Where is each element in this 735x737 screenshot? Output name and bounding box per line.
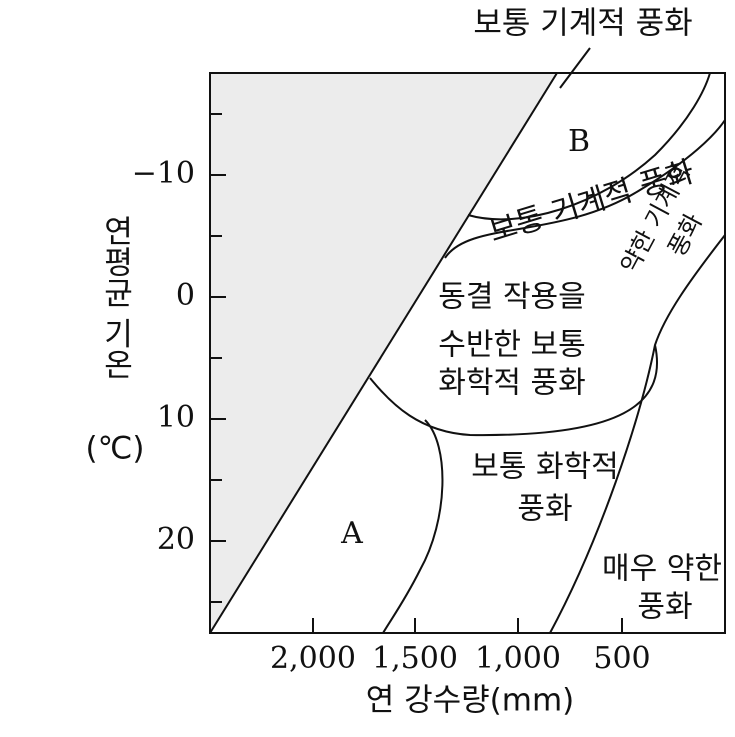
- y-axis-label: 연평균 기온: [97, 215, 133, 380]
- x-axis-label: 연 강수량(mm): [366, 683, 575, 719]
- tick-marks: [210, 113, 623, 633]
- y-tick-label: 10: [157, 400, 195, 435]
- x-tick-label: 2,000: [270, 641, 356, 676]
- region-label: 풍화: [637, 590, 692, 625]
- region-label: 동결 작용을: [438, 280, 586, 315]
- y-tick-label: 20: [157, 522, 195, 557]
- region-label: 풍화: [517, 492, 572, 527]
- x-tick-label: 500: [593, 641, 650, 676]
- region-label: 수반한 보통: [438, 328, 586, 363]
- region-label: 매우 약한: [602, 552, 722, 587]
- leader-line: [559, 47, 591, 89]
- region-label: B: [568, 124, 590, 159]
- x-tick-label: 1,500: [372, 641, 458, 676]
- plot-frame: [209, 72, 726, 634]
- y-axis-label: (℃): [85, 431, 144, 467]
- y-tick-label: 0: [176, 278, 195, 313]
- region-label: 화학적 풍화: [438, 366, 586, 401]
- boundary-line: [209, 72, 558, 634]
- region-label: A: [340, 516, 363, 551]
- boundary-curve: [444, 119, 726, 259]
- x-tick-label: 1,000: [475, 641, 561, 676]
- boundary-curve: [382, 419, 444, 634]
- boundary-curve: [369, 344, 658, 437]
- boundary-curve: [549, 234, 726, 634]
- boundary-curve: [467, 72, 711, 221]
- top-label: 보통 기계적 풍화: [473, 6, 692, 42]
- y-tick-label: −10: [132, 156, 195, 191]
- region-label: 보통 화학적: [471, 450, 619, 485]
